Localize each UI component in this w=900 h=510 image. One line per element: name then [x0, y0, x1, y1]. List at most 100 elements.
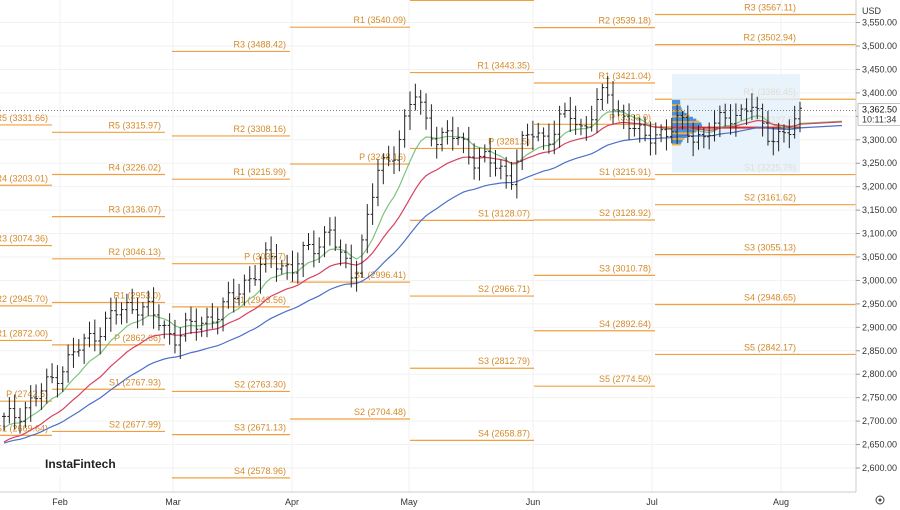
- y-tick-label: 3,200.00: [862, 182, 897, 192]
- profile-bin: [672, 118, 697, 122]
- profile-bin: [672, 105, 681, 108]
- y-tick-label: 2,950.00: [862, 299, 897, 309]
- pivot-label: S1 (3128.07): [478, 208, 530, 218]
- pivot-label: R5 (3315.97): [108, 120, 161, 130]
- y-tick-label: 2,850.00: [862, 346, 897, 356]
- pivot-label: S2 (2704.48): [354, 407, 406, 417]
- y-tick-label: 2,750.00: [862, 393, 897, 403]
- y-tick-label: 2,900.00: [862, 322, 897, 332]
- pivot-label: S4 (2892.64): [599, 319, 651, 329]
- settings-icon[interactable]: [875, 495, 885, 505]
- pivot-label: S1 (2669.64): [0, 423, 48, 433]
- x-tick-label: Feb: [52, 497, 68, 507]
- y-tick-label: 2,700.00: [862, 416, 897, 426]
- x-tick-label: Jun: [526, 497, 541, 507]
- y-tick-label: 3,000.00: [862, 275, 897, 285]
- pivot-label: S5 (2842.17): [744, 342, 796, 352]
- pivot-label: R2 (3308.16): [233, 124, 286, 134]
- pivot-label: R4 (3226.02): [108, 162, 161, 172]
- pivot-label: S2 (2763.30): [234, 379, 286, 389]
- y-tick-label: 3,500.00: [862, 41, 897, 51]
- profile-bin: [672, 112, 687, 116]
- profile-bin: [672, 122, 702, 125]
- profile-bin: [672, 99, 681, 103]
- pivot-label: R1 (3540.09): [353, 15, 406, 25]
- pivot-label: S3 (3010.78): [599, 263, 651, 273]
- pivot-label: R3 (3136.07): [108, 205, 161, 215]
- y-tick-label: 2,650.00: [862, 440, 897, 450]
- pivot-label: R1 (3215.99): [233, 167, 286, 177]
- pivot-label: S3 (2812.79): [478, 356, 530, 366]
- pivot-label: R3 (3074.36): [0, 234, 48, 244]
- x-tick-label: Jul: [646, 497, 658, 507]
- pivot-label: R1 (2953.0): [113, 290, 161, 300]
- profile-bin: [672, 101, 681, 105]
- last-price-value: 3,362.50: [862, 104, 897, 114]
- currency-label: USD: [862, 6, 882, 16]
- price-axis[interactable]: 3,550.003,500.003,450.003,400.003,350.00…: [855, 0, 897, 492]
- profile-bin: [672, 137, 685, 140]
- pivot-label: R2 (3539.18): [598, 16, 651, 26]
- pivot-label: S1 (2767.93): [109, 377, 161, 387]
- y-tick-label: 3,250.00: [862, 158, 897, 168]
- pivot-label: S1 (2943.56): [234, 295, 286, 305]
- x-tick-label: May: [400, 497, 418, 507]
- time-axis[interactable]: Feb Mar Apr May Jun Jul Aug: [0, 491, 856, 507]
- y-tick-label: 3,550.00: [862, 18, 897, 28]
- pivot-label: S3 (3055.13): [744, 243, 796, 253]
- pivot-label: R4 (3203.01): [0, 173, 48, 183]
- y-tick-label: 3,400.00: [862, 88, 897, 98]
- pivot-label: S4 (2578.96): [234, 466, 286, 476]
- y-tick-label: 3,100.00: [862, 229, 897, 239]
- pivot-label: R1 (2872.00): [0, 328, 48, 338]
- brand-logo: InstaFintech: [40, 452, 116, 476]
- brand-text: InstaFintech: [45, 457, 116, 471]
- pivot-label: R5 (3331.66): [0, 113, 48, 123]
- ema-slow-line: [3, 124, 843, 444]
- pivot-label: P (3281.5): [488, 136, 530, 146]
- profile-bin: [672, 129, 697, 133]
- pivot-label: S2 (3128.92): [599, 208, 651, 218]
- pivot-label: S3 (2671.13): [234, 423, 286, 433]
- x-tick-label: Aug: [773, 497, 789, 507]
- x-tick-label: Mar: [165, 497, 181, 507]
- pivot-label: P (2862.66): [114, 333, 161, 343]
- pivot-label: S4 (2948.65): [744, 293, 796, 303]
- profile-bin: [672, 103, 681, 107]
- pivot-label: P (3248.16): [359, 152, 406, 162]
- pivot-label: R1 (3421.04): [598, 71, 651, 81]
- pivot-label: S2 (3161.62): [744, 193, 796, 203]
- profile-bin: [672, 124, 702, 127]
- y-tick-label: 3,450.00: [862, 64, 897, 74]
- y-tick-label: 2,600.00: [862, 463, 897, 473]
- pivot-label: S1 (3215.91): [599, 167, 651, 177]
- last-price-box: [857, 103, 900, 126]
- profile-bin: [672, 142, 681, 146]
- y-tick-label: 3,300.00: [862, 135, 897, 145]
- y-tick-label: 2,800.00: [862, 369, 897, 379]
- y-tick-label: 3,050.00: [862, 252, 897, 262]
- pivot-label: R1 (3443.35): [477, 61, 530, 71]
- pivot-label: S1 (2996.41): [354, 270, 406, 280]
- pivot-label: P (2742.5): [6, 389, 48, 399]
- pivot-levels: R5 (3331.66) R4 (3203.01) R3 (3074.36) R2 (…: [0, 0, 856, 479]
- pivot-label: S2 (2966.71): [478, 284, 530, 294]
- profile-bin: [672, 111, 685, 114]
- pivot-label: P (3333.0): [609, 112, 651, 122]
- pivot-label: S4 (2658.87): [478, 428, 530, 438]
- pivot-label: P (3035.7): [244, 252, 286, 262]
- pivot-label: R3 (3488.42): [233, 39, 286, 49]
- pivot-label: R3 (3567.11): [744, 3, 796, 13]
- pivot-label: R2 (3046.13): [108, 247, 161, 257]
- profile-bin: [672, 131, 693, 135]
- price-bars: [2, 76, 802, 434]
- last-price-countdown: 10:11:34: [862, 114, 896, 124]
- y-tick-label: 3,150.00: [862, 205, 897, 215]
- pivot-label: S2 (2677.99): [109, 419, 161, 429]
- profile-bin: [672, 127, 700, 131]
- profile-bin: [672, 120, 700, 123]
- profile-bin: [672, 133, 690, 137]
- pivot-label: R2 (2945.70): [0, 294, 48, 304]
